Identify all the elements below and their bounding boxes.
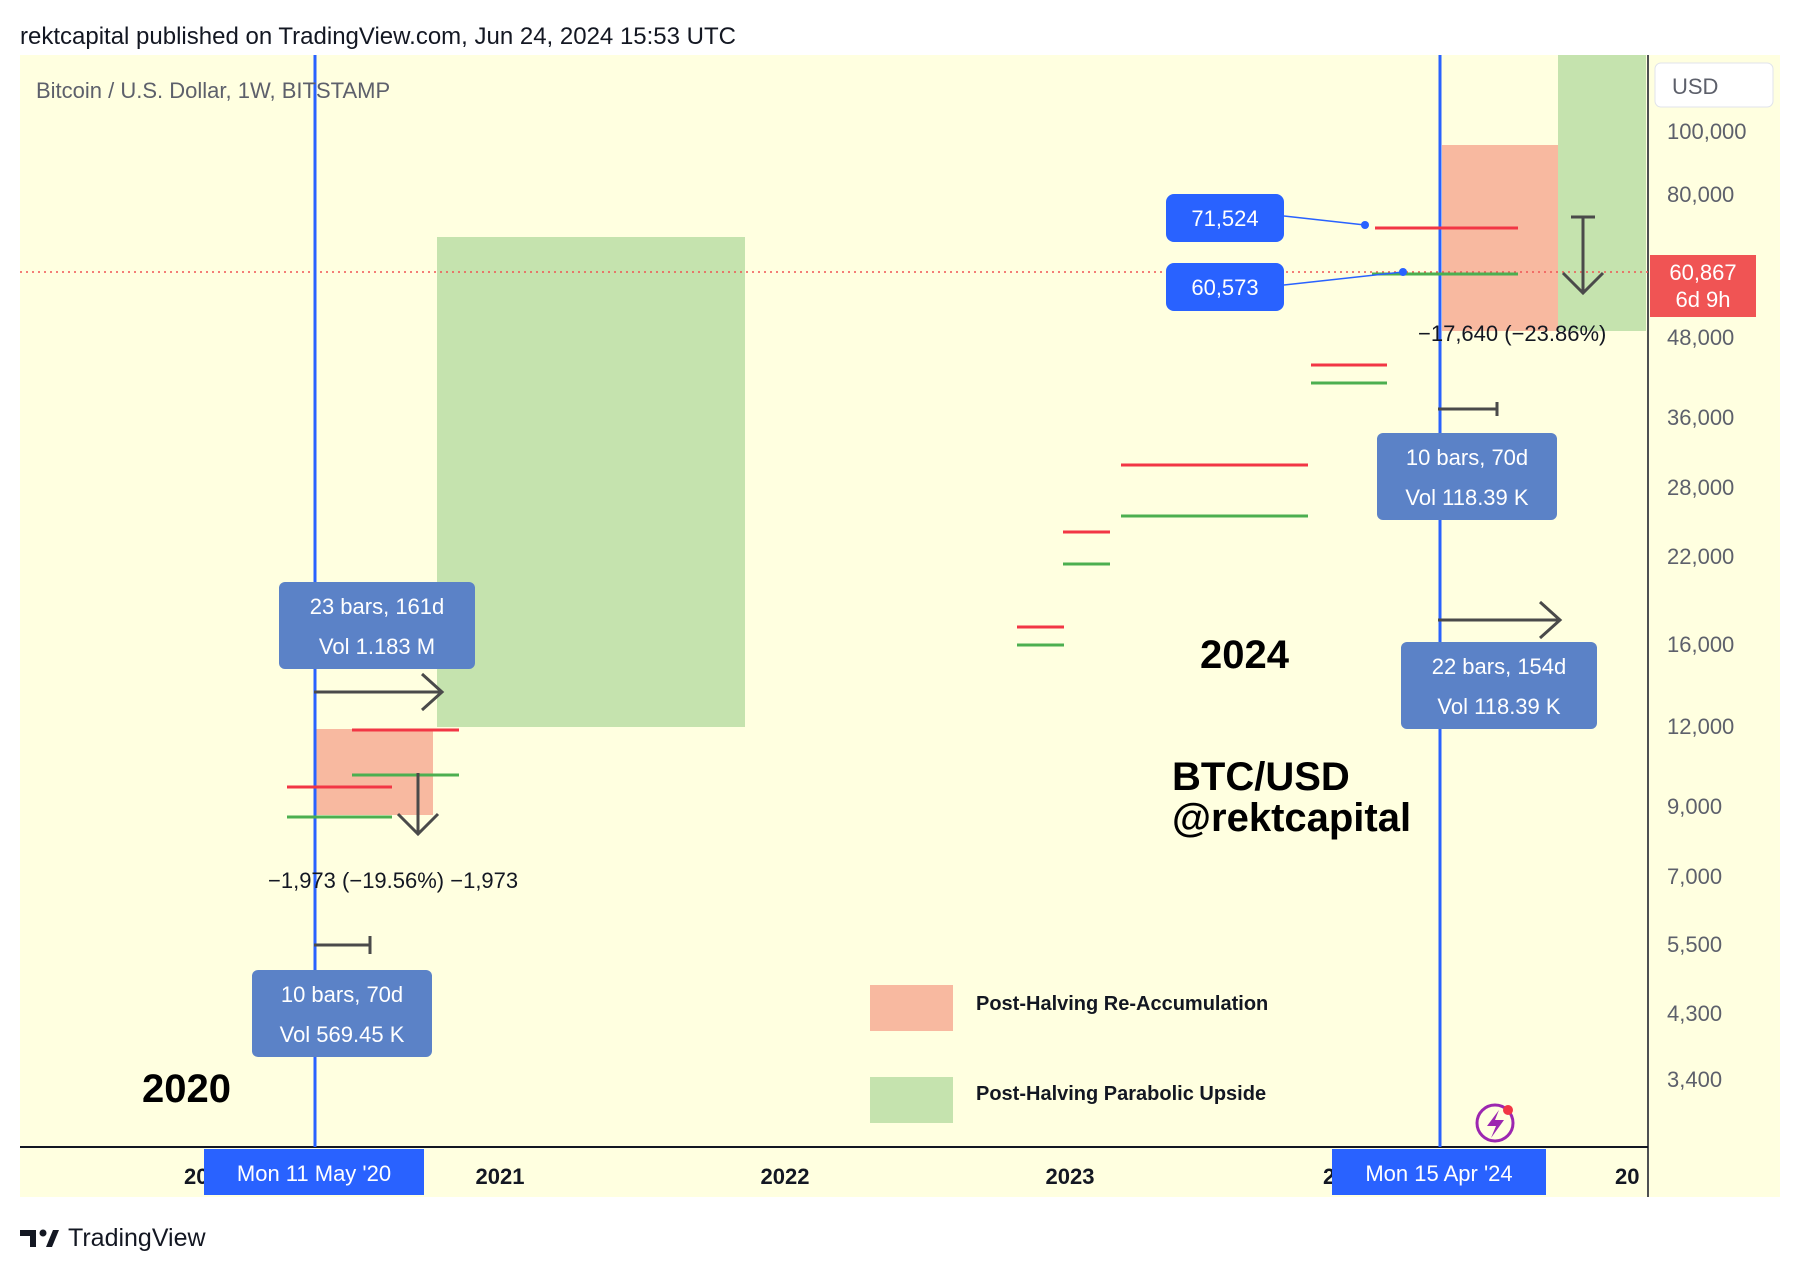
countdown-value: 6d 9h	[1675, 287, 1730, 312]
tradingview-logo-icon	[20, 1229, 59, 1247]
time-label-2023: 2023	[1046, 1164, 1095, 1189]
anchor-point	[1361, 221, 1369, 229]
price-tick: 36,000	[1667, 405, 1734, 430]
price-tick: 9,000	[1667, 794, 1722, 819]
price-label-low-text: 60,573	[1191, 275, 1258, 300]
price-label-connector	[1283, 215, 1366, 226]
drawdown-arrow-2024[interactable]	[1561, 215, 1605, 296]
currency-button[interactable]	[1654, 62, 1774, 108]
measure-bars-label: 23 bars, 161d	[310, 594, 445, 619]
anchor-point	[1399, 268, 1407, 276]
range-arrow-2020-pre[interactable]	[314, 936, 372, 954]
halving-date-2024: Mon 15 Apr '24	[1365, 1161, 1512, 1186]
price-label-low[interactable]	[1166, 263, 1284, 311]
price-tick: 80,000	[1667, 182, 1734, 207]
range-arrow-2024-post[interactable]	[1438, 600, 1563, 640]
parabolic-zone-2024	[1558, 55, 1646, 331]
measure-vol-label: Vol 1.183 M	[319, 634, 435, 659]
measure-box-2024-pre[interactable]	[1377, 433, 1557, 520]
halving-date-tag-2024[interactable]	[1332, 1149, 1546, 1195]
lightning-icon[interactable]	[1475, 1103, 1515, 1143]
drawdown-2024-label: −17,640 (−23.86%)	[1418, 321, 1606, 346]
measure-bars-label: 22 bars, 154d	[1432, 654, 1567, 679]
price-tick: 22,000	[1667, 544, 1734, 569]
watermark-pair: BTC/USD	[1172, 755, 1350, 799]
measure-vol-label: Vol 118.39 K	[1405, 485, 1528, 510]
price-tick: 16,000	[1667, 632, 1734, 657]
legend-label-parabolic: Post-Halving Parabolic Upside	[976, 1083, 1266, 1105]
measure-box-2020-post[interactable]	[279, 582, 475, 669]
price-axis[interactable]	[1648, 55, 1780, 1147]
price-tick: 12,000	[1667, 714, 1734, 739]
price-tick: 5,500	[1667, 932, 1722, 957]
legend-swatch-parabolic	[870, 1077, 953, 1123]
measure-bars-label: 10 bars, 70d	[281, 982, 403, 1007]
legend-label-reaccumulation: Post-Halving Re-Accumulation	[976, 993, 1268, 1015]
parabolic-zone-2020	[437, 237, 745, 727]
halving-date-tag-2020[interactable]	[204, 1149, 424, 1195]
price-label-high-text: 71,524	[1191, 206, 1258, 231]
year-label-2020: 2020	[142, 1067, 231, 1111]
symbol-title: Bitcoin / U.S. Dollar, 1W, BITSTAMP	[36, 78, 390, 103]
price-tick: 100,000	[1667, 119, 1747, 144]
measure-box-2024-post[interactable]	[1401, 642, 1597, 729]
time-label-2021: 2021	[476, 1164, 525, 1189]
brand-name: TradingView	[68, 1224, 207, 1252]
price-tick: 48,000	[1667, 325, 1734, 350]
measure-bars-label: 10 bars, 70d	[1406, 445, 1528, 470]
halving-date-2020: Mon 11 May '20	[237, 1161, 391, 1186]
price-tick: 7,000	[1667, 864, 1722, 889]
price-tick: 28,000	[1667, 475, 1734, 500]
reaccum-zone-2024	[1442, 145, 1558, 331]
current-price-value: 60,867	[1669, 260, 1736, 285]
range-arrow-2020-post[interactable]	[314, 672, 445, 712]
currency-button-label: USD	[1672, 74, 1718, 99]
price-label-connector	[1283, 271, 1404, 286]
measure-vol-label: Vol 569.45 K	[280, 1022, 405, 1047]
price-tick: 3,400	[1667, 1067, 1722, 1092]
time-label-partial: 20	[1615, 1164, 1639, 1189]
range-arrow-2024-pre[interactable]	[1438, 402, 1499, 416]
legend-swatch-reaccumulation	[870, 985, 953, 1031]
reaccum-zone-2020	[316, 729, 433, 815]
measure-vol-label: Vol 118.39 K	[1437, 694, 1560, 719]
publisher-line: rektcapital published on TradingView.com…	[20, 23, 736, 50]
drawdown-arrow-2020[interactable]	[396, 773, 440, 837]
drawdown-2020-label: −1,973 (−19.56%) −1,973	[268, 868, 518, 893]
current-price-tag[interactable]	[1650, 255, 1756, 317]
time-label-2022: 2022	[761, 1164, 810, 1189]
watermark-handle: @rektcapital	[1172, 796, 1411, 840]
measure-box-2020-pre[interactable]	[252, 970, 432, 1057]
year-label-2024: 2024	[1200, 633, 1290, 677]
price-label-high[interactable]	[1166, 194, 1284, 242]
price-tick: 4,300	[1667, 1001, 1722, 1026]
